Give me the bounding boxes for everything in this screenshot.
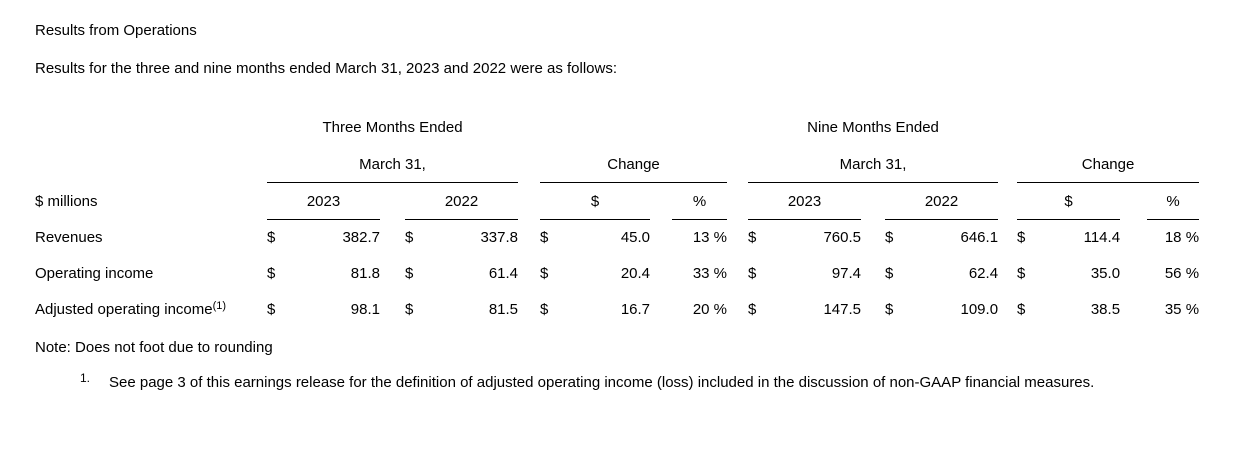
value-cell: 16.7 <box>620 301 651 318</box>
tm-change-percent-header: % <box>672 182 728 220</box>
value-cell: 81.5 <box>488 301 519 318</box>
three-months-ended-header: Three Months Ended <box>322 119 463 136</box>
currency-symbol: $ <box>748 229 757 246</box>
currency-symbol: $ <box>540 229 549 246</box>
percent-cell: 35 % <box>1164 301 1200 318</box>
rounding-note: Note: Does not foot due to rounding <box>35 339 273 356</box>
value-cell: 114.4 <box>1083 229 1121 246</box>
nm-2022-header: 2022 <box>885 182 999 220</box>
period-header-row: Three Months Ended Nine Months Ended <box>35 108 1199 145</box>
row-label: Adjusted operating income(1) <box>35 300 227 319</box>
tm-change-dollar-header: $ <box>540 182 651 220</box>
value-cell: 760.5 <box>823 229 862 246</box>
unit-label: $ millions <box>35 193 98 210</box>
currency-symbol: $ <box>1017 301 1026 318</box>
currency-symbol: $ <box>405 301 414 318</box>
percent-cell: 33 % <box>692 265 728 282</box>
percent-cell: 20 % <box>692 301 728 318</box>
three-months-march31-header: March 31, <box>267 145 519 183</box>
value-cell: 81.8 <box>350 265 380 282</box>
tm-2022-header: 2022 <box>405 182 519 220</box>
subheader-row: March 31, Change March 31, Change <box>35 145 1200 183</box>
intro-text: Results for the three and nine months en… <box>35 60 618 77</box>
value-cell: 20.4 <box>620 265 651 282</box>
value-cell: 97.4 <box>831 265 862 282</box>
currency-symbol: $ <box>885 229 894 246</box>
currency-symbol: $ <box>885 265 894 282</box>
value-cell: 35.0 <box>1090 265 1121 282</box>
currency-symbol: $ <box>540 265 549 282</box>
percent-cell: 18 % <box>1164 229 1200 246</box>
nm-2023-header: 2023 <box>748 182 862 220</box>
footnote-1: 1. See page 3 of this earnings release fo… <box>35 370 1243 391</box>
currency-symbol: $ <box>1017 265 1026 282</box>
value-cell: 337.8 <box>480 229 519 246</box>
footnote-ref: (1) <box>212 300 227 312</box>
percent-cell: 56 % <box>1164 265 1200 282</box>
currency-symbol: $ <box>267 301 276 318</box>
three-months-change-header: Change <box>540 145 728 183</box>
column-header-row: $ millions 2023 2022 $ % 2023 2022 $ % <box>35 182 1200 220</box>
results-table: Three Months Ended Nine Months Ended Mar… <box>35 108 1200 327</box>
nm-change-percent-header: % <box>1147 182 1200 220</box>
currency-symbol: $ <box>267 265 276 282</box>
currency-symbol: $ <box>405 229 414 246</box>
nm-change-dollar-header: $ <box>1017 182 1121 220</box>
currency-symbol: $ <box>1017 229 1026 246</box>
value-cell: 61.4 <box>488 265 519 282</box>
nine-months-ended-header: Nine Months Ended <box>807 119 939 136</box>
value-cell: 646.1 <box>960 229 999 246</box>
footnote-text: See page 3 of this earnings release for … <box>109 374 1095 391</box>
table-row-adjusted-operating-income: Adjusted operating income(1) $ 98.1 $ 81… <box>35 291 1199 327</box>
currency-symbol: $ <box>267 229 276 246</box>
value-cell: 109.0 <box>960 301 999 318</box>
tm-2023-header: 2023 <box>267 182 380 220</box>
footnote-marker: 1. <box>80 371 91 385</box>
currency-symbol: $ <box>405 265 414 282</box>
value-cell: 147.5 <box>823 301 862 318</box>
currency-symbol: $ <box>748 265 757 282</box>
table-row-revenues: Revenues $ 382.7 $ 337.8 $ 45.0 13 % $ 7… <box>35 219 1199 255</box>
currency-symbol: $ <box>885 301 894 318</box>
value-cell: 62.4 <box>968 265 999 282</box>
row-label: Revenues <box>35 229 103 246</box>
nine-months-change-header: Change <box>1017 145 1200 183</box>
nine-months-march31-header: March 31, <box>748 145 999 183</box>
percent-cell: 13 % <box>692 229 728 246</box>
value-cell: 98.1 <box>350 301 380 318</box>
row-label: Operating income <box>35 265 154 282</box>
currency-symbol: $ <box>748 301 757 318</box>
page-title: Results from Operations <box>35 22 197 39</box>
value-cell: 45.0 <box>620 229 651 246</box>
table-row-operating-income: Operating income $ 81.8 $ 61.4 $ 20.4 33… <box>35 255 1199 291</box>
value-cell: 38.5 <box>1090 301 1121 318</box>
currency-symbol: $ <box>540 301 549 318</box>
value-cell: 382.7 <box>342 229 380 246</box>
